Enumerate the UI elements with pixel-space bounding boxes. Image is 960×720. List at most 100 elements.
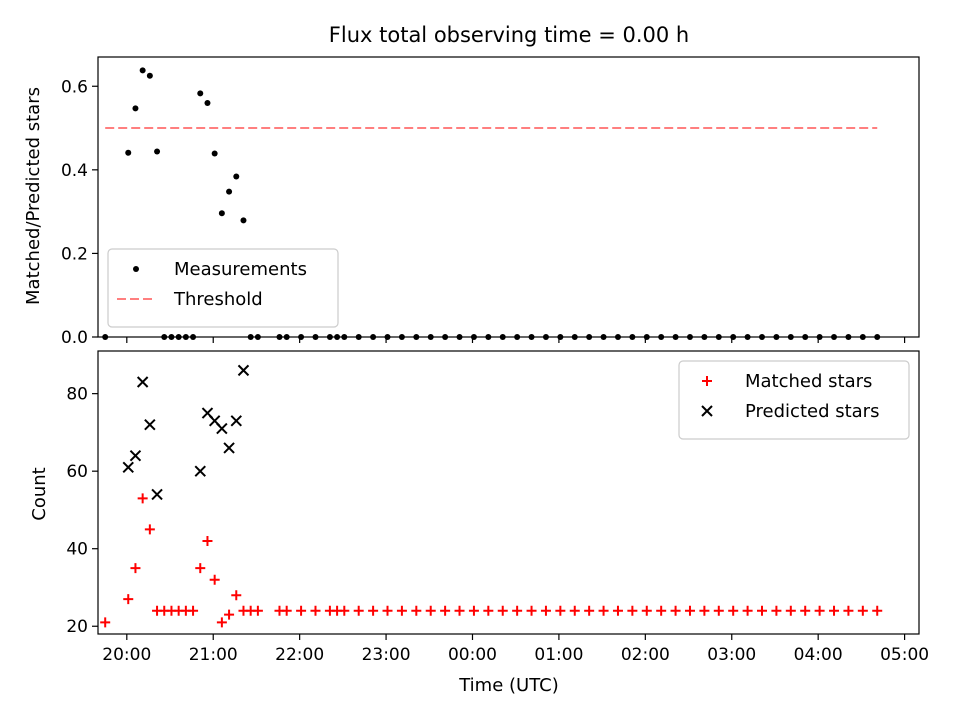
data-point bbox=[684, 605, 695, 616]
series-predicted-stars bbox=[122, 364, 250, 501]
data-point bbox=[526, 605, 537, 616]
data-point bbox=[845, 334, 852, 340]
data-point bbox=[497, 605, 508, 616]
data-point bbox=[240, 217, 247, 224]
data-point bbox=[334, 334, 341, 340]
data-point bbox=[190, 334, 197, 340]
legend-swatch bbox=[702, 376, 712, 386]
data-point bbox=[470, 334, 477, 340]
data-point bbox=[425, 605, 436, 616]
legend-swatch bbox=[701, 405, 713, 417]
data-point bbox=[499, 334, 506, 340]
legend-label: Matched stars bbox=[745, 371, 872, 392]
data-point bbox=[122, 461, 134, 474]
x-tick-label: 03:00 bbox=[707, 645, 756, 665]
legend-label: Threshold bbox=[173, 289, 263, 310]
data-point bbox=[382, 605, 393, 616]
series-measurements bbox=[102, 67, 881, 340]
y-tick-label: 40 bbox=[66, 540, 88, 560]
data-point bbox=[194, 465, 206, 477]
data-point bbox=[123, 594, 134, 605]
legend-box bbox=[107, 248, 339, 328]
data-point bbox=[874, 334, 881, 340]
data-point bbox=[100, 617, 111, 628]
data-point bbox=[713, 605, 724, 616]
data-point bbox=[247, 334, 254, 340]
y-tick-label: 20 bbox=[66, 617, 88, 637]
legend: Measurements Threshold bbox=[107, 248, 339, 328]
data-point bbox=[686, 334, 693, 340]
y-tick-label: 0.0 bbox=[61, 328, 88, 348]
bottom-y-axis-label: Count bbox=[29, 467, 50, 520]
data-point bbox=[218, 210, 225, 217]
y-tick-label: 0.6 bbox=[61, 77, 88, 97]
data-point bbox=[514, 334, 521, 340]
data-point bbox=[129, 449, 142, 462]
data-point bbox=[283, 334, 290, 340]
data-point bbox=[168, 334, 175, 340]
data-point bbox=[252, 605, 263, 616]
plot-frame bbox=[97, 56, 920, 338]
data-point bbox=[355, 334, 362, 340]
data-point bbox=[353, 605, 364, 616]
data-point bbox=[468, 605, 479, 616]
data-point bbox=[204, 99, 211, 106]
data-point bbox=[125, 149, 132, 156]
data-point bbox=[326, 334, 333, 340]
top-panel: 0.0 0.2 0.4 0.6 Measurements Threshold bbox=[61, 56, 920, 348]
data-point bbox=[715, 334, 722, 340]
data-point bbox=[787, 334, 794, 340]
data-point bbox=[237, 364, 250, 377]
x-tick-label: 01:00 bbox=[534, 645, 583, 665]
data-point bbox=[312, 334, 319, 340]
data-point bbox=[658, 334, 665, 340]
data-point bbox=[629, 334, 636, 340]
data-point bbox=[154, 148, 161, 155]
data-point bbox=[614, 334, 621, 340]
data-point bbox=[584, 605, 595, 616]
data-point bbox=[701, 334, 708, 340]
data-point bbox=[427, 334, 434, 340]
data-point bbox=[144, 524, 155, 535]
data-point bbox=[411, 605, 422, 616]
y-tick-label: 0.2 bbox=[61, 244, 88, 264]
data-point bbox=[699, 605, 710, 616]
data-point bbox=[197, 90, 204, 97]
data-point bbox=[370, 334, 377, 340]
data-point bbox=[829, 605, 840, 616]
data-point bbox=[528, 334, 535, 340]
legend-entry: Measurements bbox=[133, 259, 307, 280]
y-tick-label: 80 bbox=[66, 385, 88, 405]
data-point bbox=[231, 590, 242, 601]
data-point bbox=[816, 334, 823, 340]
data-point bbox=[224, 609, 235, 620]
data-point bbox=[136, 376, 149, 388]
data-point bbox=[742, 605, 753, 616]
data-point bbox=[216, 617, 227, 628]
data-point bbox=[296, 605, 307, 616]
data-point bbox=[368, 605, 379, 616]
x-tick-label: 22:00 bbox=[275, 645, 324, 665]
data-point bbox=[831, 334, 838, 340]
data-point bbox=[759, 334, 766, 340]
data-point bbox=[413, 334, 420, 340]
x-tick-label: 02:00 bbox=[621, 645, 670, 665]
data-point bbox=[132, 105, 139, 112]
data-point bbox=[569, 605, 580, 616]
data-point bbox=[454, 605, 465, 616]
legend-entry: Predicted stars bbox=[701, 401, 879, 422]
data-point bbox=[542, 334, 549, 340]
data-point bbox=[398, 334, 405, 340]
data-point bbox=[843, 605, 854, 616]
data-point bbox=[396, 605, 407, 616]
data-point bbox=[555, 605, 566, 616]
data-point bbox=[612, 605, 623, 616]
data-point bbox=[339, 605, 350, 616]
data-point bbox=[857, 605, 868, 616]
data-point bbox=[182, 334, 189, 340]
legend-label: Measurements bbox=[174, 259, 307, 280]
data-point bbox=[627, 605, 638, 616]
data-point bbox=[744, 334, 751, 340]
data-point bbox=[146, 72, 153, 79]
x-tick-label: 20:00 bbox=[102, 645, 151, 665]
